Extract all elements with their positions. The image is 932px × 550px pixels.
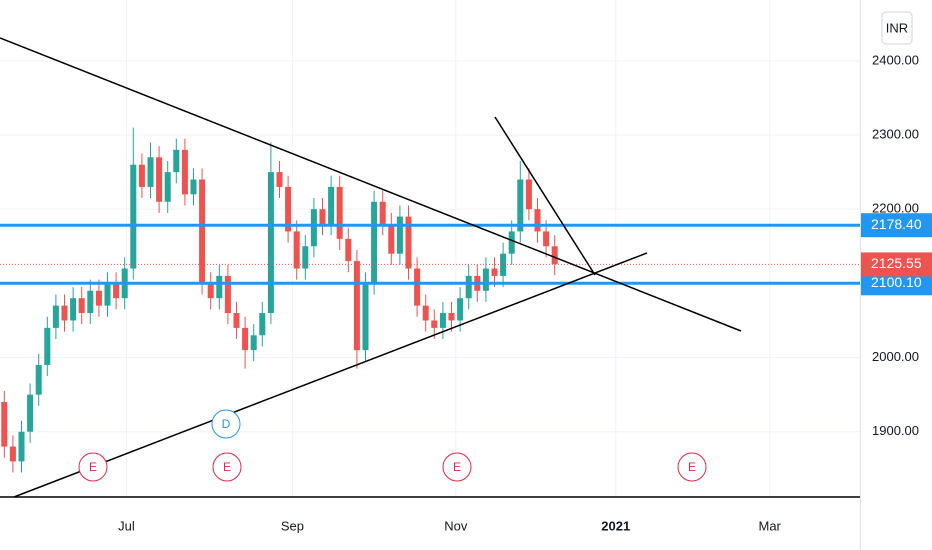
candle-body <box>35 364 42 395</box>
dividend-label: D <box>222 417 231 431</box>
last-price-label: 2125.55 <box>871 255 922 271</box>
y-tick-label: 2200.00 <box>872 201 919 216</box>
event-label: E <box>453 460 461 474</box>
y-tick-label: 2000.00 <box>872 349 919 364</box>
candle-body <box>164 172 171 202</box>
candle-body <box>422 305 429 321</box>
event-label: E <box>223 460 231 474</box>
candle-body <box>267 172 274 314</box>
candle-body <box>1 402 8 447</box>
candle-body <box>250 335 257 351</box>
candle-body <box>388 224 395 254</box>
y-tick-label: 1900.00 <box>872 423 919 438</box>
candle-body <box>130 164 137 269</box>
candle-body <box>439 313 446 328</box>
candle-body <box>517 179 524 232</box>
candle-body <box>362 283 369 351</box>
event-label: E <box>89 460 97 474</box>
candle-body <box>508 231 515 254</box>
price-label: 2100.10 <box>871 274 922 290</box>
x-tick-label: Jul <box>118 518 135 533</box>
currency-label[interactable]: INR <box>886 20 908 35</box>
candle-body <box>491 268 498 276</box>
price-label-box <box>861 213 932 238</box>
candle-body <box>328 186 335 225</box>
candle-body <box>181 149 188 195</box>
candle-body <box>61 305 68 321</box>
candle-body <box>87 290 94 314</box>
candle-body <box>27 394 34 432</box>
candle-body <box>371 201 378 284</box>
candle-body <box>207 283 214 299</box>
currency-button[interactable] <box>881 11 913 45</box>
y-tick-label: 2400.00 <box>872 52 919 67</box>
candle-body <box>199 179 206 284</box>
candle-body <box>336 186 343 239</box>
candle-body <box>259 313 266 336</box>
candle-body <box>18 431 25 462</box>
candle-body <box>147 157 154 187</box>
event-marker <box>212 452 242 482</box>
candle-body <box>482 268 489 291</box>
candle-body <box>233 313 240 328</box>
x-tick-label: Sep <box>281 518 304 533</box>
event-label: E <box>688 460 696 474</box>
candle-body <box>276 172 283 187</box>
candle-body <box>216 275 223 299</box>
candle-body <box>379 201 386 225</box>
candle-body <box>242 327 249 351</box>
candle-body <box>173 149 180 173</box>
candle-body <box>190 179 197 195</box>
candle-body <box>224 275 231 314</box>
y-tick-label: 2300.00 <box>872 126 919 141</box>
event-marker <box>442 452 472 482</box>
candle-body <box>525 179 532 210</box>
x-tick-label: Mar <box>759 518 782 533</box>
candle-body <box>431 320 438 328</box>
candle-body <box>500 253 507 276</box>
candle-body <box>78 298 85 314</box>
candle-body <box>543 231 550 247</box>
candle-body <box>551 246 558 265</box>
candle-body <box>95 290 102 306</box>
x-tick-label: Nov <box>444 518 468 533</box>
candle-body <box>353 261 360 351</box>
candle-body <box>138 164 145 187</box>
candle-body <box>457 298 464 321</box>
last-price-box <box>861 252 932 277</box>
candle-body <box>414 268 421 306</box>
candle-body <box>319 209 326 225</box>
candle-body <box>448 313 455 321</box>
candle-body <box>405 216 412 269</box>
candle-body <box>156 157 163 202</box>
candle-body <box>9 446 16 462</box>
candle-body <box>113 283 120 299</box>
x-tick-label: 2021 <box>601 518 630 533</box>
trend-line <box>13 252 648 498</box>
event-marker <box>677 452 707 482</box>
trend-line <box>494 116 596 276</box>
dividend-marker <box>211 409 241 439</box>
candle-body <box>104 283 111 306</box>
candle-body <box>70 298 77 321</box>
candle-body <box>44 327 51 365</box>
candle-body <box>396 216 403 254</box>
candle-body <box>293 231 300 269</box>
candle-body <box>302 246 309 269</box>
price-label: 2178.40 <box>871 216 922 232</box>
candle-body <box>285 186 292 232</box>
candle-body <box>465 275 472 299</box>
candle-body <box>534 209 541 232</box>
event-marker <box>78 452 108 482</box>
candle-body <box>345 238 352 262</box>
candle-body <box>52 305 59 328</box>
trend-line <box>0 37 742 332</box>
candle-body <box>310 209 317 247</box>
